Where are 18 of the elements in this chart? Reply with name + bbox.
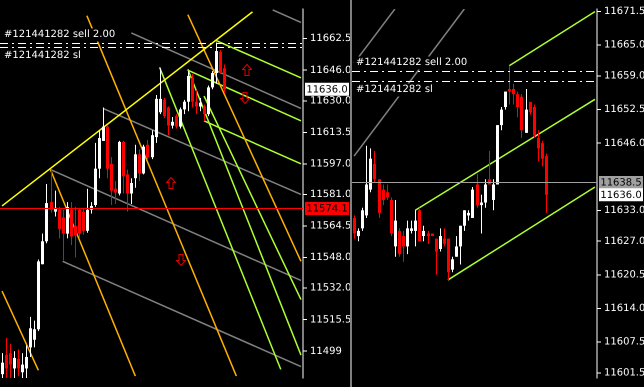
y-tick-label: 11613.5 xyxy=(310,126,352,138)
ref-line-label: #121441282 sl xyxy=(356,84,433,96)
y-tick-label: 11515.5 xyxy=(310,314,352,326)
y-tick-label: 11601.5 xyxy=(604,367,644,378)
ref-line-label: #121441282 sell 2.00 xyxy=(356,57,468,68)
y-tick-label: 11564.5 xyxy=(310,220,352,232)
ref-line-label: 11574.1 xyxy=(306,204,348,215)
y-tick-label: 11662.5 xyxy=(310,33,352,44)
text: 11636.0 xyxy=(600,190,642,201)
y-tick-label: 11499 xyxy=(310,346,342,357)
y-tick-label: 11671.5 xyxy=(604,6,644,18)
text: 11636.0 xyxy=(306,84,348,96)
y-tick-label: 11652.5 xyxy=(604,104,644,116)
y-tick-label: 11620.5 xyxy=(604,269,644,280)
ref-line-label: #121441282 sell 2.00 xyxy=(4,29,116,40)
ref-line-label: 11638.5 xyxy=(600,178,642,189)
ref-line-label: #121441282 sl xyxy=(4,50,81,62)
y-tick-label: 11607.5 xyxy=(604,336,644,348)
